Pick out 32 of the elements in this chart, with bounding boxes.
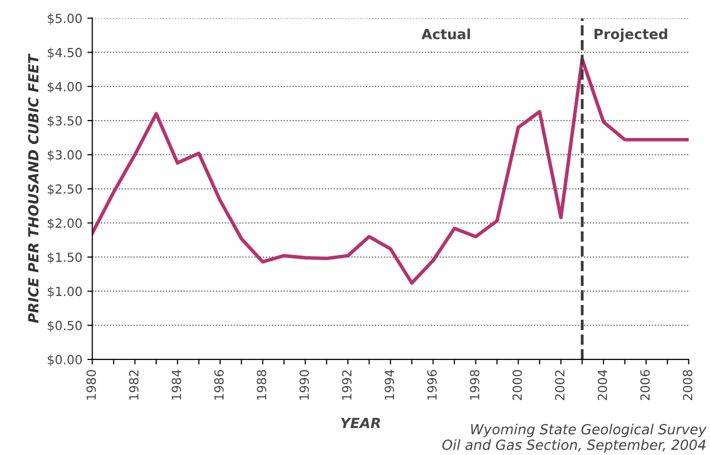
x-tick-label: 2002 bbox=[555, 370, 565, 400]
y-tick-label: $4.50 bbox=[48, 48, 82, 59]
x-tick-label: 1982 bbox=[129, 370, 139, 400]
y-tick-label: $4.00 bbox=[48, 82, 82, 94]
x-tick-label: 1998 bbox=[470, 370, 480, 400]
x-tick-label: 1986 bbox=[214, 370, 224, 400]
x-axis-title: YEAR bbox=[341, 418, 380, 428]
annotation: Projected bbox=[594, 28, 668, 42]
y-tick-label: $0.50 bbox=[48, 320, 82, 332]
annotation: Actual bbox=[422, 28, 470, 40]
x-tick-label: 1994 bbox=[384, 370, 394, 400]
x-tick-label: 1988 bbox=[256, 370, 266, 400]
x-tick-label: 1984 bbox=[172, 370, 182, 400]
x-tick-label: 2008 bbox=[682, 370, 692, 400]
y-tick-label: $2.00 bbox=[48, 218, 82, 230]
y-axis-title: PRICE PER THOUSAND CUBIC FEET bbox=[28, 53, 39, 323]
x-tick-label: 1990 bbox=[299, 370, 309, 400]
y-tick-label: $0.00 bbox=[48, 354, 82, 366]
x-tick-label: 2006 bbox=[640, 370, 650, 400]
x-tick-label: 1992 bbox=[342, 370, 352, 400]
y-tick-label: $3.00 bbox=[48, 150, 82, 162]
x-tick-label: 1980 bbox=[86, 370, 96, 400]
line-series bbox=[92, 57, 689, 285]
text: Wyoming State Geological Survey Oil and Gas Section, September, 2004 bbox=[442, 424, 707, 453]
x-tick-label: 2000 bbox=[512, 370, 522, 400]
x-tick-label: 2004 bbox=[598, 370, 608, 400]
y-tick-label: $1.00 bbox=[48, 286, 82, 298]
y-tick-label: $5.00 bbox=[48, 13, 82, 25]
y-tick-label: $2.50 bbox=[48, 184, 82, 196]
y-tick-label: $1.50 bbox=[48, 252, 82, 264]
y-tick-label: $3.50 bbox=[48, 116, 82, 128]
x-tick-label: 1996 bbox=[427, 370, 437, 400]
